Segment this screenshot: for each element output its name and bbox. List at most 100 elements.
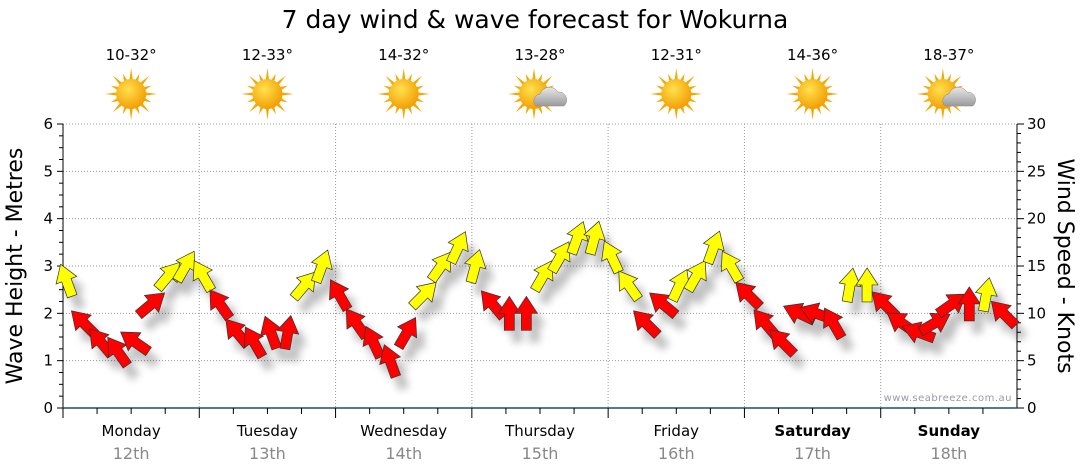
sun-icon	[377, 68, 430, 120]
wind-arrow	[209, 289, 235, 322]
sun-ray	[690, 92, 703, 96]
sun-ray	[265, 68, 270, 81]
sun-ray	[655, 97, 665, 103]
day-label: Wednesday	[360, 422, 447, 440]
sun-ray	[508, 92, 521, 96]
wind-arrow	[583, 220, 606, 256]
sun-disc	[116, 79, 147, 109]
sun-ray	[139, 102, 150, 113]
day-label: Friday	[654, 422, 700, 440]
sun-ray	[688, 97, 697, 103]
sun-ray	[674, 68, 678, 81]
sun-ray	[816, 73, 821, 82]
day-label: Thursday	[504, 422, 575, 440]
sun-ray	[112, 102, 123, 113]
sun-ray	[247, 97, 256, 103]
wind-arrow	[408, 281, 437, 311]
wind-arrow	[497, 295, 521, 331]
sun-ray	[143, 85, 152, 91]
y-tick-label: 1	[43, 352, 53, 370]
sun-ray	[249, 102, 259, 113]
sun-ray	[265, 107, 270, 120]
date-label: 16th	[658, 444, 695, 463]
grid	[63, 123, 1017, 408]
sun-ray	[941, 68, 945, 81]
wind-arrow	[120, 331, 152, 357]
sun-ray	[279, 97, 288, 103]
sun-ray	[241, 92, 254, 96]
sun-ray	[407, 73, 413, 82]
sun-ray	[513, 97, 522, 103]
y2-tick-label: 30	[1027, 115, 1046, 133]
temperature-range: 13-28°	[514, 46, 565, 64]
sun-ray	[383, 97, 392, 103]
sun-ray	[537, 106, 543, 115]
date-label: 12th	[113, 444, 150, 463]
sun-ray	[271, 106, 276, 115]
sun-ray	[402, 68, 406, 81]
sun-ray	[821, 75, 831, 86]
sun-ray	[134, 73, 140, 82]
wind-arrow	[901, 321, 937, 344]
sun-ray	[385, 75, 396, 86]
date-label: 17th	[794, 444, 831, 463]
temperature-range: 10-32°	[106, 46, 157, 64]
sun-ray	[537, 73, 543, 82]
sun-ray	[415, 85, 425, 91]
wind-arrow	[379, 344, 402, 379]
sun-ray	[515, 75, 526, 86]
wind-arrow	[601, 240, 624, 275]
sun-ray	[271, 73, 276, 82]
temperature-range: 12-31°	[651, 46, 702, 64]
day-label: Monday	[102, 422, 161, 440]
wind-arrow	[134, 292, 166, 320]
temperature-range: 12-33°	[242, 46, 293, 64]
wind-arrow	[735, 281, 764, 311]
wind-arrow	[446, 231, 469, 266]
sun-ray	[105, 92, 118, 96]
sun-ray	[684, 75, 695, 86]
sun-ray	[532, 68, 536, 81]
wind-arrow	[107, 336, 132, 369]
y-tick-label: 5	[43, 162, 53, 180]
sun-ray	[804, 73, 809, 82]
wind-arrow	[310, 249, 333, 285]
sun-ray	[110, 97, 119, 103]
y2-tick-label: 20	[1027, 210, 1046, 228]
sun-ray	[922, 85, 931, 91]
wind-arrow	[957, 286, 981, 322]
day-label: Saturday	[774, 422, 851, 440]
temperature-range: 18-37°	[923, 46, 974, 64]
sun-ray	[377, 92, 390, 96]
sun-ray	[786, 92, 799, 96]
cloud	[533, 86, 567, 107]
temperature-range: 14-36°	[787, 46, 838, 64]
sun-ray	[816, 106, 821, 115]
y-tick-label: 4	[43, 210, 53, 228]
y-tick-label: 2	[43, 304, 53, 322]
sun-ray	[276, 75, 286, 86]
date-label: 15th	[522, 444, 559, 463]
sun-ray	[281, 92, 294, 96]
sun-icon	[650, 68, 703, 120]
sun-ray	[792, 97, 801, 103]
wind-arrow	[514, 295, 539, 331]
sun-icon	[105, 68, 158, 120]
sun-ray	[680, 106, 685, 115]
sun-ray	[924, 102, 935, 113]
sun-ray	[122, 73, 128, 82]
sun-disc	[252, 79, 283, 109]
sun-ray	[650, 92, 663, 96]
wind-arrow	[871, 291, 901, 320]
sun-ray	[129, 107, 133, 120]
sun-ray	[946, 106, 952, 115]
sun-disc	[661, 79, 692, 109]
wind-arrow	[649, 292, 680, 320]
sun-ray	[525, 73, 531, 82]
wind-arrow	[702, 230, 725, 266]
sun-ray	[922, 97, 931, 103]
sun-ray	[259, 73, 264, 82]
sun-ray	[824, 85, 833, 91]
sun-ray	[821, 102, 831, 113]
